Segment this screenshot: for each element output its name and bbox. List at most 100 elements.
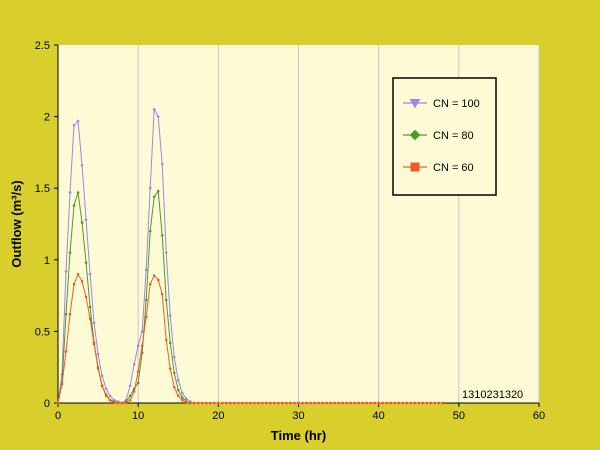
data-point [180,395,184,399]
data-point [80,163,84,167]
data-point [72,123,76,127]
legend-label-2: CN = 60 [433,162,474,174]
data-point [341,401,344,405]
data-point [309,401,312,405]
y-tick-label: 0 [44,398,50,410]
data-point [297,401,300,405]
data-point [265,401,268,405]
data-point [213,401,216,405]
data-point [88,305,92,309]
data-point [76,191,80,194]
data-point [413,401,417,405]
data-point [325,401,328,405]
data-point [116,401,120,405]
legend-marker-1 [409,129,421,141]
data-point [64,350,68,353]
data-point [176,378,180,382]
data-point [184,397,188,401]
data-point [373,401,376,405]
data-point [152,108,156,111]
x-tick-label: 20 [212,410,224,422]
data-point [96,365,100,369]
y-tick-label: 0.5 [35,326,50,338]
data-point [128,398,132,402]
data-point [257,401,260,405]
series-layer [56,107,445,405]
data-point [144,298,148,302]
data-point [441,401,445,405]
y-axis-title: Outflow (m³/s) [9,180,24,267]
legend: CN = 100 CN = 80 CN = 60 [392,77,497,196]
data-point [112,401,116,405]
data-point [196,401,200,405]
data-point [76,119,80,123]
data-point [160,292,164,296]
data-point [156,115,160,118]
data-point [148,229,152,233]
data-point [168,367,172,370]
data-point [68,251,72,254]
data-point [136,344,140,348]
data-point [321,401,324,405]
data-point [245,401,248,405]
data-point [168,314,172,317]
data-point [96,353,100,356]
data-point [156,189,160,193]
data-point [401,401,405,405]
data-point [377,401,380,405]
data-point [140,344,144,348]
data-point [140,330,144,333]
data-point [192,401,196,405]
data-point [337,401,340,405]
data-point [225,401,228,405]
data-point [221,401,224,405]
data-point [281,401,284,405]
data-point [164,298,168,302]
data-point [425,401,429,405]
data-point [233,401,236,405]
y-tick-label: 2 [44,112,50,124]
data-point [353,401,356,405]
data-point [160,162,164,166]
data-point [361,401,364,405]
data-point [333,401,336,405]
data-point [108,398,112,402]
data-point [180,391,184,395]
data-point [285,401,288,405]
data-point [92,321,96,325]
data-point [301,401,304,405]
legend-label-1: CN = 80 [433,130,474,142]
data-point [405,401,409,405]
data-point [329,401,332,405]
data-point [261,401,264,405]
data-point [108,394,112,398]
data-point [313,401,316,405]
data-point [345,401,348,405]
data-point [209,401,212,405]
data-point [205,401,208,405]
data-point [229,401,232,405]
data-point [144,315,148,319]
data-point [136,370,140,373]
data-point [80,279,84,283]
data-point [172,355,176,359]
data-point [124,401,128,405]
data-point [120,401,124,405]
data-point [88,317,92,320]
x-tick-label: 0 [55,410,61,422]
data-point [437,401,441,405]
data-point [421,401,425,405]
data-point [68,191,72,194]
data-point [433,401,437,405]
data-point [156,278,160,282]
data-point [409,401,413,405]
legend-items: CN = 100 CN = 80 CN = 60 [403,98,480,174]
data-point [369,401,372,405]
data-point [277,401,280,405]
data-point [100,374,104,378]
data-point [389,401,392,405]
data-point [84,218,88,221]
data-point [249,401,252,405]
data-point [64,312,68,316]
